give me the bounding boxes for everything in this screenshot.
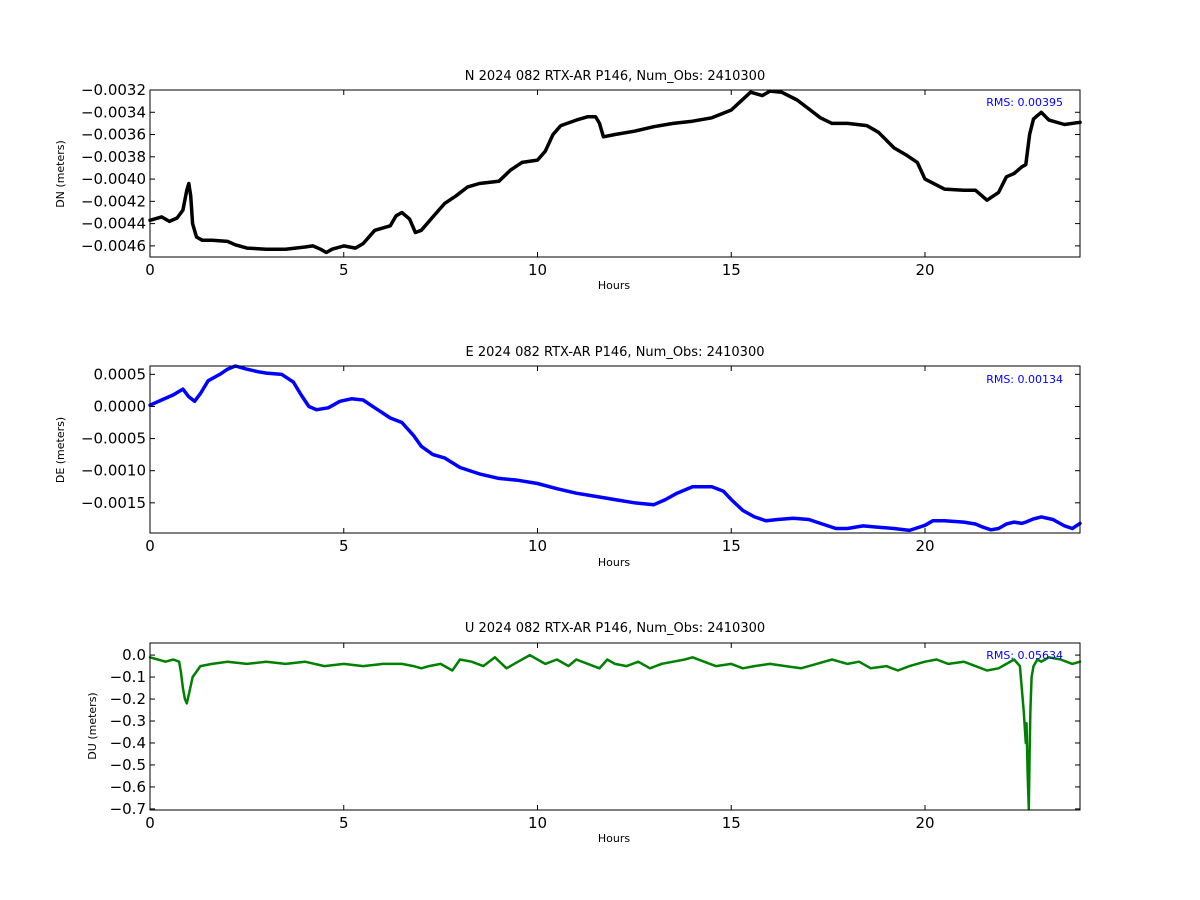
panel-up-xtick-label: 20 (915, 814, 934, 832)
panel-east-xtick-label: 10 (528, 537, 547, 555)
panel-east-series-line (148, 364, 1082, 533)
panel-up-xtick-label: 15 (722, 814, 741, 832)
panel-east-xtick-label: 0 (145, 537, 155, 555)
panel-up-ytick-label: −0.3 (110, 712, 146, 730)
panel-up-ytick-label: −0.1 (110, 668, 146, 686)
panel-east-title: E 2024 082 RTX-AR P146, Num_Obs: 2410300 (466, 345, 765, 360)
panel-north-title: N 2024 082 RTX-AR P146, Num_Obs: 2410300 (465, 69, 765, 84)
panel-east-ticks: 0 5 10 15 20 0.0005 0.0000 −0.0005 −0.0010 −0.001… (81, 365, 1080, 555)
panel-north-ytick-label: −0.0044 (81, 215, 146, 233)
panel-up-ytick-label: −0.2 (110, 690, 146, 708)
panel-north-rms-annotation: RMS: 0.00395 (986, 96, 1063, 109)
panel-east-ytick-label: −0.0010 (81, 462, 146, 480)
panel-north-xtick-label: 15 (722, 261, 741, 279)
panel-north-ytick-label: −0.0040 (81, 170, 146, 188)
panel-east-rms-annotation: RMS: 0.00134 (986, 373, 1063, 386)
panel-east-axes-frame (149, 365, 1081, 534)
panel-up-series-line (148, 653, 1082, 811)
panel-north-ytick-label: −0.0046 (81, 237, 146, 255)
panel-north-ticks: 0 5 10 15 20 −0.0032 −0.0034 −0.0036 −0.0038 −0.0… (81, 81, 1080, 279)
panel-up-xlabel: Hours (598, 832, 630, 845)
panel-north-xtick-label: 5 (339, 261, 349, 279)
panel-up-title: U 2024 082 RTX-AR P146, Num_Obs: 2410300 (465, 621, 765, 636)
panel-north-ytick-label: −0.0038 (81, 148, 146, 166)
panel-east-ytick-label: −0.0005 (81, 430, 146, 448)
panel-north-xtick-label: 20 (915, 261, 934, 279)
panel-east-ytick-label: 0.0005 (94, 365, 147, 383)
panel-east-ytick-label: 0.0000 (94, 397, 147, 415)
panel-east-ytick-label: −0.0015 (81, 494, 146, 512)
panel-north-axes-frame (149, 89, 1081, 258)
panel-north-xlabel: Hours (598, 279, 630, 292)
panel-north-ylabel: DN (meters) (54, 140, 67, 208)
panel-up-ytick-label: −0.7 (110, 800, 146, 818)
panel-up-ytick-label: −0.4 (110, 734, 146, 752)
panel-east-xlabel: Hours (598, 556, 630, 569)
panel-east-xtick-label: 20 (915, 537, 934, 555)
panel-up-ylabel: DU (meters) (86, 692, 99, 759)
panel-up-ytick-label: −0.5 (110, 756, 146, 774)
panel-up-axes-frame (149, 642, 1081, 811)
panel-up-xtick-label: 5 (339, 814, 349, 832)
panel-east-xtick-label: 15 (722, 537, 741, 555)
panel-up: U 2024 082 RTX-AR P146, Num_Obs: 2410300… (86, 621, 1082, 845)
panel-up-ticks: 0 5 10 15 20 0.0 −0.1 −0.2 −0.3 −0.4 −0.5 −0.6 −0.7 (110, 643, 1080, 832)
panel-up-xtick-label: 10 (528, 814, 547, 832)
panel-east-ylabel: DE (meters) (54, 417, 67, 483)
panel-north-ytick-label: −0.0034 (81, 103, 146, 121)
panel-up-ytick-label: −0.6 (110, 778, 146, 796)
panel-up-rms-annotation: RMS: 0.05634 (986, 649, 1063, 662)
panel-north-ytick-label: −0.0042 (81, 192, 146, 210)
panel-north-xtick-label: 0 (145, 261, 155, 279)
panel-up-ytick-label: 0.0 (122, 646, 146, 664)
panel-north-xtick-label: 10 (528, 261, 547, 279)
panel-east-xtick-label: 5 (339, 537, 349, 555)
panel-east: E 2024 082 RTX-AR P146, Num_Obs: 2410300… (54, 345, 1082, 569)
panel-up-xtick-label: 0 (145, 814, 155, 832)
panel-north-ytick-label: −0.0036 (81, 126, 146, 144)
panel-north: N 2024 082 RTX-AR P146, Num_Obs: 2410300… (54, 69, 1082, 292)
panel-north-ytick-label: −0.0032 (81, 81, 146, 99)
panel-north-series-line (148, 89, 1082, 255)
